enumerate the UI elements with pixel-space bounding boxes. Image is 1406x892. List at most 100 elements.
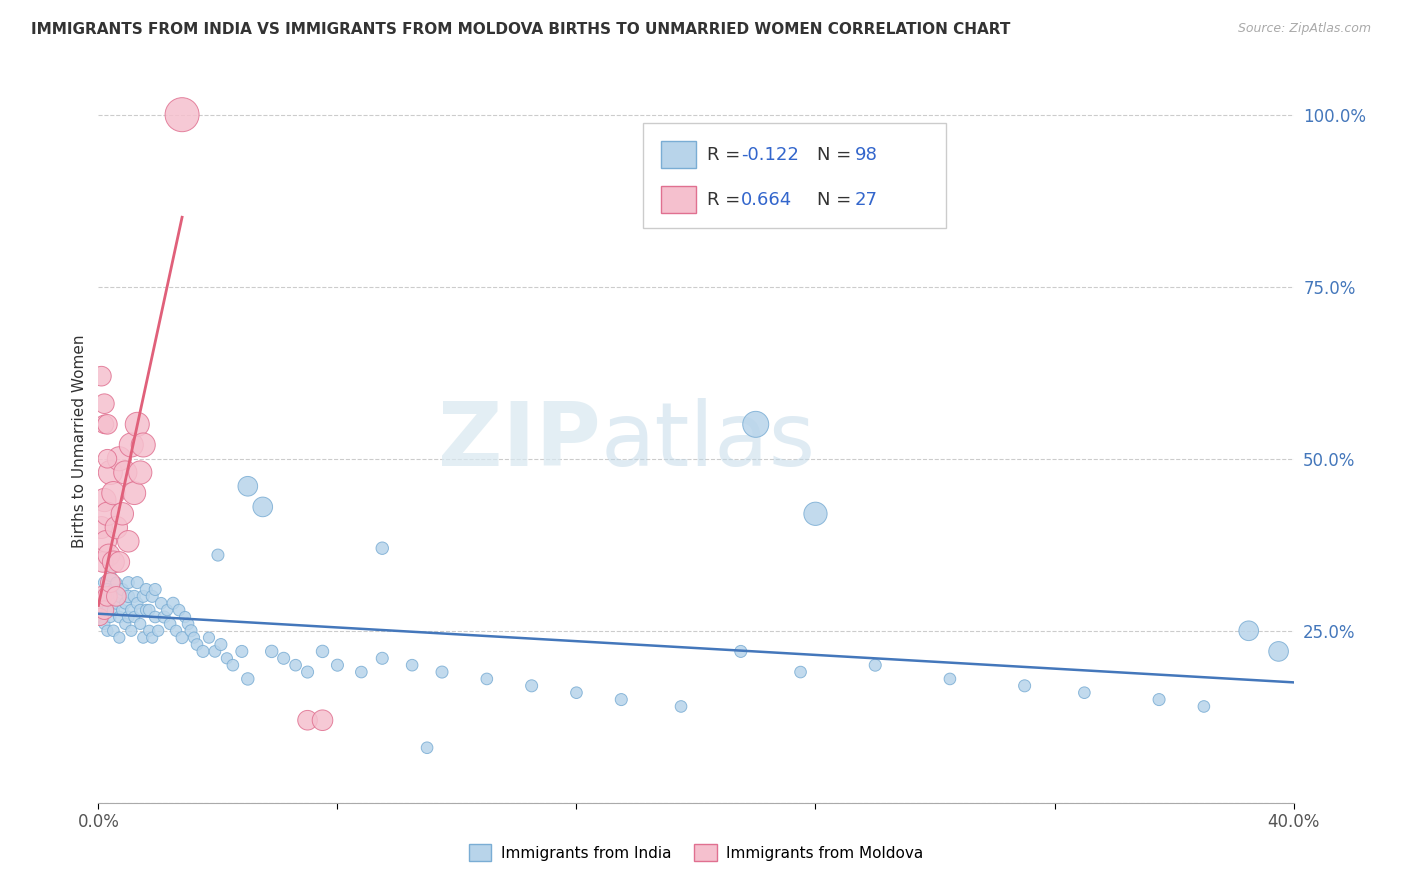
Point	[108, 451, 131, 466]
Point	[143, 610, 166, 624]
Point	[90, 610, 112, 624]
Text: IMMIGRANTS FROM INDIA VS IMMIGRANTS FROM MOLDOVA BIRTHS TO UNMARRIED WOMEN CORRE: IMMIGRANTS FROM INDIA VS IMMIGRANTS FROM…	[31, 22, 1011, 37]
Point	[186, 638, 208, 652]
Point	[207, 548, 229, 562]
Point	[789, 665, 811, 679]
Point	[111, 603, 134, 617]
Point	[124, 590, 146, 604]
Point	[1237, 624, 1260, 638]
Point	[93, 397, 115, 411]
Point	[1267, 644, 1289, 658]
Point	[96, 507, 118, 521]
Point	[96, 590, 118, 604]
Point	[93, 417, 115, 432]
Point	[117, 610, 139, 624]
Point	[326, 658, 349, 673]
Text: 27: 27	[855, 191, 877, 209]
Text: N =: N =	[817, 145, 858, 163]
Point	[273, 651, 295, 665]
Point	[129, 466, 152, 480]
Point	[132, 590, 155, 604]
Point	[129, 603, 152, 617]
Point	[371, 651, 394, 665]
Point	[105, 590, 128, 604]
Point	[103, 555, 125, 569]
Text: R =: R =	[707, 145, 747, 163]
Text: 0.664: 0.664	[741, 191, 792, 209]
Point	[89, 610, 111, 624]
Text: R =: R =	[707, 191, 747, 209]
Point	[401, 658, 423, 673]
Point	[111, 507, 134, 521]
Point	[96, 624, 118, 638]
Point	[745, 417, 768, 432]
Point	[148, 624, 170, 638]
Point	[127, 417, 149, 432]
Point	[143, 582, 166, 597]
Point	[105, 596, 128, 610]
Point	[98, 590, 122, 604]
Point	[311, 713, 333, 727]
Point	[90, 369, 112, 384]
Point	[108, 631, 131, 645]
Point	[127, 575, 149, 590]
Point	[150, 596, 173, 610]
Point	[111, 582, 134, 597]
Point	[96, 603, 118, 617]
Point	[1014, 679, 1036, 693]
Point	[127, 596, 149, 610]
Point	[183, 631, 205, 645]
Point	[93, 575, 115, 590]
Point	[865, 658, 887, 673]
Point	[475, 672, 498, 686]
Point	[416, 740, 439, 755]
Point	[297, 665, 319, 679]
Point	[172, 108, 194, 122]
Point	[174, 610, 197, 624]
Point	[236, 479, 259, 493]
Point	[167, 603, 190, 617]
Point	[105, 520, 128, 534]
Point	[108, 590, 131, 604]
Point	[97, 548, 120, 562]
Point	[120, 624, 142, 638]
Point	[165, 624, 187, 638]
Point	[120, 603, 142, 617]
Text: 98: 98	[855, 145, 877, 163]
Point	[138, 624, 160, 638]
Point	[350, 665, 373, 679]
Point	[129, 616, 152, 631]
Point	[231, 644, 253, 658]
Text: atlas: atlas	[600, 398, 815, 485]
Point	[90, 590, 112, 604]
Point	[1073, 686, 1095, 700]
Text: N =: N =	[817, 191, 858, 209]
Point	[804, 507, 827, 521]
Point	[135, 582, 157, 597]
Point	[117, 575, 139, 590]
Point	[108, 610, 131, 624]
Point	[209, 638, 232, 652]
Point	[141, 590, 163, 604]
Point	[138, 603, 160, 617]
Point	[94, 534, 117, 549]
Point	[114, 616, 136, 631]
Point	[90, 520, 112, 534]
Point	[93, 616, 115, 631]
Point	[177, 616, 200, 631]
Point	[98, 568, 122, 582]
Point	[222, 658, 245, 673]
Point	[103, 486, 125, 500]
Point	[132, 631, 155, 645]
Point	[311, 644, 333, 658]
Point	[98, 575, 122, 590]
Point	[114, 466, 136, 480]
Point	[90, 590, 112, 604]
Point	[260, 644, 283, 658]
Point	[1192, 699, 1215, 714]
Point	[91, 555, 114, 569]
Point	[172, 631, 194, 645]
Point	[1147, 692, 1170, 706]
Point	[191, 644, 214, 658]
Point	[430, 665, 453, 679]
